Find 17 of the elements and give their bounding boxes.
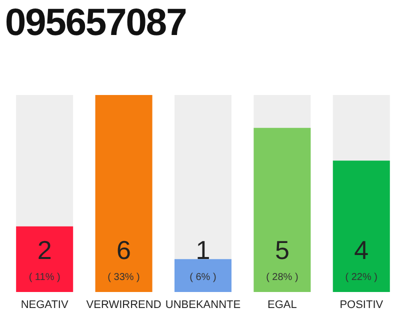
x-tick-label: EGAL [268, 298, 297, 311]
data-label: 4 [354, 235, 369, 265]
annotation: ( 33% ) [108, 272, 140, 283]
x-tick-label: POSITIV [340, 298, 384, 311]
annotation: ( 11% ) [28, 272, 60, 283]
data-label: 1 [196, 235, 210, 265]
annotation: ( 22% ) [345, 272, 378, 283]
x-tick-label: UNBEKANNTE [165, 298, 241, 311]
data-label: 6 [116, 235, 132, 265]
data-label: 5 [274, 235, 290, 265]
annotation: ( 28% ) [266, 272, 298, 283]
chart-title: 095657087 [5, 2, 186, 45]
x-tick-label: NEGATIV [20, 298, 69, 311]
annotation: ( 6% ) [190, 272, 216, 283]
x-tick-label: VERWIRREND [86, 298, 162, 311]
data-label: 2 [37, 235, 52, 265]
bar [174, 259, 232, 292]
